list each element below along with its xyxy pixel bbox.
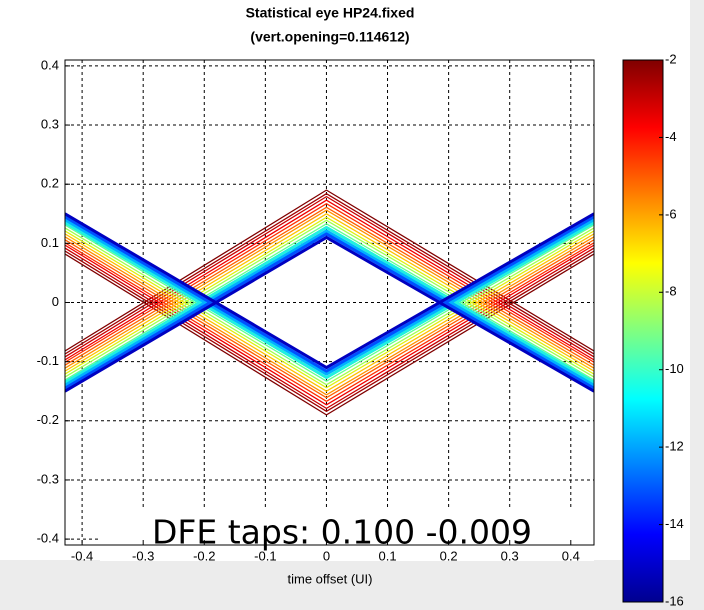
y-tick-label: 0 bbox=[52, 294, 59, 309]
contour-line bbox=[65, 206, 594, 366]
colorbar-tick-label: -14 bbox=[665, 516, 684, 531]
x-tick-label: -0.2 bbox=[193, 548, 215, 563]
x-tick-label: -0.1 bbox=[254, 548, 276, 563]
contour-line bbox=[65, 221, 594, 380]
x-tick-label: 0 bbox=[323, 548, 330, 563]
contour-line bbox=[65, 227, 594, 386]
contour-line bbox=[65, 189, 594, 352]
y-tick-label: 0.2 bbox=[41, 176, 59, 191]
chart-subtitle: (vert.opening=0.114612) bbox=[250, 29, 409, 45]
contour-line bbox=[65, 219, 594, 378]
contour-line bbox=[65, 242, 594, 402]
y-tick-label: -0.1 bbox=[37, 353, 59, 368]
x-axis-label: time offset (UI) bbox=[287, 571, 372, 586]
chart-title: Statistical eye HP24.fixed bbox=[246, 5, 415, 21]
contour-line bbox=[65, 203, 594, 363]
contour-line bbox=[65, 233, 594, 392]
y-tick-label: 0.1 bbox=[41, 235, 59, 250]
colorbar-tick-label: -16 bbox=[665, 593, 684, 608]
annotation: DFE taps: 0.100 -0.009 bbox=[152, 513, 532, 552]
contour-line bbox=[65, 212, 594, 370]
x-tick-label: -0.4 bbox=[71, 548, 93, 563]
colorbar-tick-label: -2 bbox=[665, 51, 677, 66]
contour-line bbox=[65, 232, 594, 390]
y-tick-label: -0.3 bbox=[37, 471, 59, 486]
contour-line bbox=[65, 253, 594, 416]
colorbar-tick-label: -8 bbox=[665, 284, 677, 299]
contour-line bbox=[65, 223, 594, 381]
contour-line bbox=[65, 193, 594, 355]
colorbar-tick-label: -10 bbox=[665, 361, 684, 376]
colorbar-tick-label: -6 bbox=[665, 206, 677, 221]
contour-line bbox=[65, 218, 594, 376]
contour-line bbox=[65, 247, 594, 410]
contour-line bbox=[65, 250, 594, 412]
contour-line bbox=[65, 195, 594, 358]
x-tick-label: 0.1 bbox=[378, 548, 396, 563]
contour-line bbox=[65, 213, 594, 372]
annotation-box bbox=[100, 507, 594, 561]
contour-line bbox=[65, 244, 594, 406]
contour-line bbox=[65, 230, 594, 389]
contour-line bbox=[65, 236, 594, 396]
contour-line bbox=[65, 225, 594, 384]
y-tick-label: -0.4 bbox=[37, 531, 59, 546]
contour-line bbox=[65, 235, 594, 393]
x-tick-label: 0.4 bbox=[562, 548, 580, 563]
contour-line bbox=[65, 215, 594, 373]
contour-line bbox=[65, 216, 594, 375]
x-tick-label: 0.2 bbox=[440, 548, 458, 563]
contour-line bbox=[65, 239, 594, 399]
x-tick-label: -0.3 bbox=[132, 548, 154, 563]
x-tick-label: 0.3 bbox=[501, 548, 519, 563]
colorbar-tick-label: -4 bbox=[665, 129, 677, 144]
contour-line bbox=[65, 199, 594, 361]
contours bbox=[65, 189, 594, 416]
y-tick-label: 0.4 bbox=[41, 57, 59, 72]
contour-line bbox=[65, 224, 594, 382]
y-tick-label: -0.2 bbox=[37, 412, 59, 427]
axes: -0.4 -0.3 -0.2 -0.1 0 0.1 0.2 0.3 0.4 -0.4 -0.3 -0.… bbox=[37, 57, 580, 563]
colorbar-tick-label: -12 bbox=[665, 439, 684, 454]
contour-line bbox=[65, 229, 594, 387]
contour-line bbox=[65, 209, 594, 369]
y-tick-label: 0.3 bbox=[41, 116, 59, 131]
colorbar bbox=[622, 59, 664, 603]
